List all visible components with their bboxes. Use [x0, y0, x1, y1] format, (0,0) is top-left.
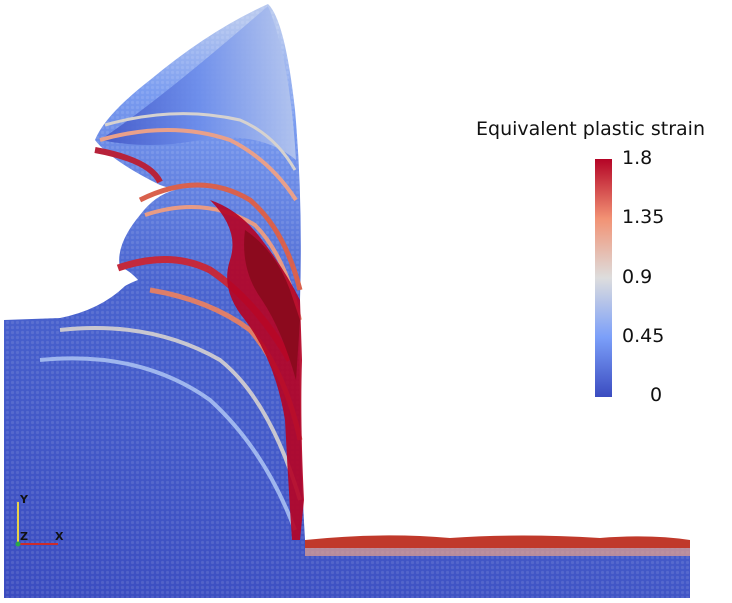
legend-title: Equivalent plastic strain — [476, 118, 705, 140]
legend-tick-1: 1.35 — [622, 206, 665, 228]
y-axis-label: Y — [20, 493, 28, 506]
x-axis-label: X — [55, 530, 64, 543]
orientation-axes — [15, 502, 58, 547]
primary-shear-zone — [210, 200, 304, 540]
workpiece — [4, 4, 690, 598]
legend-tick-mid: 0.9 — [622, 266, 653, 288]
legend-tick-max: 1.8 — [622, 147, 653, 169]
legend-tick-3: 0.45 — [622, 325, 665, 347]
z-axis-label: Z — [20, 530, 28, 543]
machined-surface-layer — [305, 535, 690, 556]
chip-shear-bands — [39, 6, 303, 531]
z-axis-marker — [15, 541, 21, 547]
legend-tick-min: 0 — [650, 384, 663, 406]
color-bar — [595, 159, 612, 397]
color-bar-gradient — [595, 159, 612, 397]
